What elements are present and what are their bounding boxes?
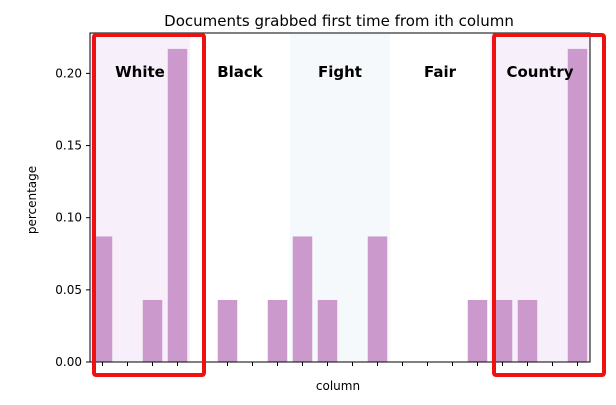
bar-col-16 bbox=[492, 299, 513, 362]
x-axis-label: column bbox=[316, 379, 360, 393]
bar-col-3 bbox=[167, 48, 188, 363]
y-tick-label: 0.10 bbox=[55, 211, 82, 225]
bar-col-17 bbox=[517, 299, 538, 362]
group-label-country: Country bbox=[506, 63, 573, 81]
y-tick-label: 0.20 bbox=[55, 66, 82, 80]
group-label-fight: Fight bbox=[318, 63, 362, 81]
y-tick-label: 0.00 bbox=[55, 355, 82, 369]
plot-frame bbox=[89, 32, 591, 363]
y-tick-label: 0.15 bbox=[55, 139, 82, 153]
group-labels: White Black Fight Fair Country bbox=[115, 63, 574, 81]
bar-col-5 bbox=[217, 299, 238, 362]
y-tick-label: 0.05 bbox=[55, 283, 82, 297]
highlight-boxes bbox=[92, 33, 606, 377]
bar-col-8 bbox=[292, 236, 313, 362]
bar-col-11 bbox=[367, 236, 388, 362]
highlight-box-country bbox=[492, 33, 606, 377]
bar-col-19 bbox=[567, 48, 588, 363]
group-shading bbox=[90, 33, 590, 362]
group-label-fair: Fair bbox=[424, 63, 457, 81]
bar-col-0 bbox=[92, 236, 113, 362]
y-axis-label: percentage bbox=[25, 166, 39, 234]
group-label-white: White bbox=[115, 63, 165, 81]
axes: 0.00 0.05 0.10 0.15 0.20 bbox=[55, 32, 591, 369]
group-label-black: Black bbox=[217, 63, 264, 81]
bar-col-7 bbox=[267, 299, 288, 362]
bars bbox=[92, 48, 588, 363]
bar-col-2 bbox=[142, 299, 163, 362]
chart-title: Documents grabbed first time from ith co… bbox=[164, 12, 514, 30]
bar-col-9 bbox=[317, 299, 338, 362]
bar-col-15 bbox=[467, 299, 488, 362]
highlight-box-white bbox=[92, 33, 206, 377]
